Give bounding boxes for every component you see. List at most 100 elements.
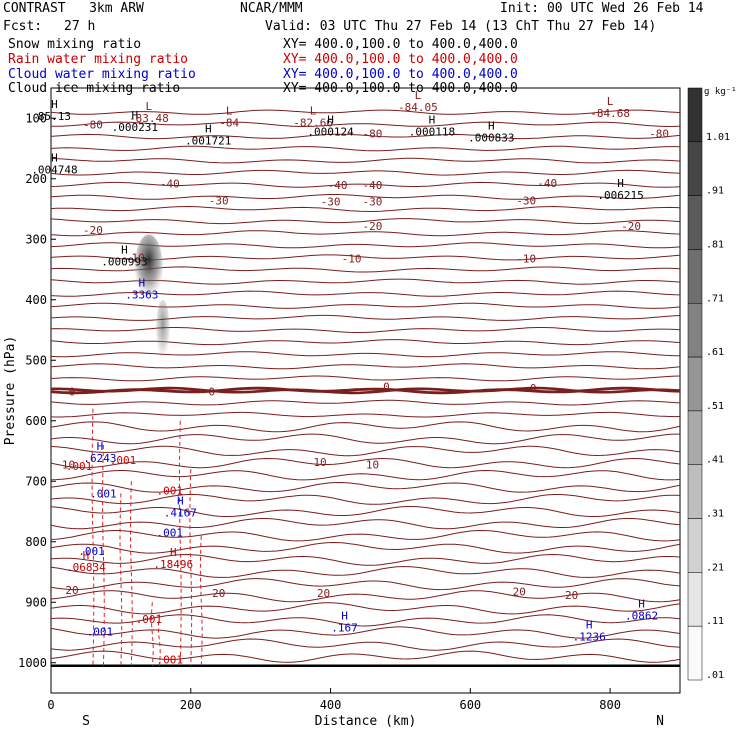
x-axis-title: Distance (km) <box>315 714 417 729</box>
rain-contour <box>199 535 203 666</box>
colorbar-cell <box>687 572 703 627</box>
isotherm-line <box>50 133 681 140</box>
isotherm-line <box>50 169 681 176</box>
isotherm-line <box>50 590 681 603</box>
extremum-letter: H <box>97 440 104 453</box>
contour-label: .001 <box>110 454 137 467</box>
isotherm-label: -20 <box>363 220 383 233</box>
extremum-letter: H <box>429 113 436 126</box>
isotherm-line <box>50 194 681 200</box>
contour-label: .001 <box>66 460 93 473</box>
x-tick-label: 400 <box>320 698 342 712</box>
valid-time: Valid: 03 UTC Thu 27 Feb 14 (13 ChT Thu … <box>265 19 657 34</box>
extremum-value: .167 <box>331 621 358 634</box>
field-rain-name: Rain water mixing ratio <box>8 52 189 67</box>
extremum-value: -83.48 <box>129 112 169 125</box>
rain-contour <box>130 481 133 666</box>
isotherm-line <box>50 650 681 663</box>
rain-contour <box>91 408 95 666</box>
extremum-letter: H <box>51 98 58 111</box>
y-tick-label: 100 <box>25 111 47 125</box>
extremum-letter: L <box>310 104 317 117</box>
isotherm-label: -40 <box>363 179 383 192</box>
x-tick-label: 200 <box>180 698 202 712</box>
colorbar-label: .41 <box>706 455 724 466</box>
rain-contour <box>150 602 154 666</box>
y-tick-label: 500 <box>25 353 47 367</box>
field-cloudwater-name: Cloud water mixing ratio <box>8 67 196 82</box>
y-axis-title: Pressure (hPa) <box>3 336 18 446</box>
isotherm-line <box>50 518 681 530</box>
colorbar-label: 1.01 <box>706 132 730 143</box>
extremum-letter: H <box>341 609 348 622</box>
contour-label: .001 <box>136 613 163 626</box>
x-tick-label: 800 <box>599 698 621 712</box>
isotherm-line <box>50 433 680 445</box>
isotherm-line <box>50 386 681 395</box>
colorbar-cell <box>687 410 703 465</box>
extremum-letter: L <box>607 95 614 108</box>
extremum-letter: L <box>146 100 153 113</box>
colorbar-cell <box>687 625 703 681</box>
extremum-value: .000118 <box>409 125 455 138</box>
extremum-value: 85.13 <box>38 110 71 123</box>
model-title: CONTRAST 3km ARW <box>3 1 144 16</box>
colorbar-label: .91 <box>706 186 724 197</box>
snow-shading <box>155 300 170 360</box>
fcst-label: Fcst: <box>3 19 43 34</box>
isotherm-line <box>51 121 681 128</box>
field-rain-xy: XY= 400.0,100.0 to 400.0,400.0 <box>283 52 518 67</box>
colorbar-label: .51 <box>706 401 724 412</box>
colorbar-label: .01 <box>706 670 724 681</box>
isotherm-line <box>50 529 681 542</box>
colorbar-unit: g kg⁻¹ <box>704 87 737 97</box>
isotherm-line <box>50 578 681 591</box>
colorbar-label: .81 <box>706 239 724 250</box>
colorbar-cell <box>687 87 703 143</box>
colorbar-label: .11 <box>706 616 724 627</box>
y-tick-label: 900 <box>25 595 47 609</box>
extremum-letter: L <box>415 89 422 102</box>
extremum-value: .06834 <box>66 561 106 574</box>
isotherm-line <box>50 469 681 481</box>
extremum-value: .18496 <box>153 558 193 571</box>
x-tick-label: 600 <box>459 698 481 712</box>
colorbar-cell <box>687 518 703 573</box>
colorbar-label: .21 <box>706 562 724 573</box>
contour-label: .001 <box>157 527 184 540</box>
isotherm-line <box>50 157 681 164</box>
isotherm-line <box>50 218 681 225</box>
isotherm-label: -30 <box>209 195 229 208</box>
right-endpoint-label: N <box>656 714 664 729</box>
isotherm-line <box>50 351 680 358</box>
isotherm-line <box>50 602 681 615</box>
y-tick-label: 200 <box>25 172 47 186</box>
isotherm-label: -10 <box>516 253 536 266</box>
isotherm-label: 20 <box>212 587 225 600</box>
extremum-letter: H <box>121 243 128 256</box>
isotherm-label: 0 <box>383 380 390 393</box>
colorbar-cell <box>687 303 703 358</box>
extremum-value: -84 <box>219 116 239 129</box>
extremum-value: .000993 <box>101 255 147 268</box>
isotherm-line <box>50 481 681 493</box>
extremum-value: .1236 <box>573 631 606 644</box>
isotherm-label: -20 <box>83 224 103 237</box>
extremum-value: .001721 <box>185 134 231 147</box>
extremum-value: .004748 <box>31 163 77 176</box>
isotherm-line <box>50 230 681 237</box>
extremum-letter: H <box>638 597 645 610</box>
isotherm-line <box>50 375 681 382</box>
isotherm-line <box>50 399 681 406</box>
isotherm-label: -10 <box>125 251 145 264</box>
x-tick-label: 0 <box>47 698 54 712</box>
isotherm-label: 20 <box>513 585 526 598</box>
extremum-letter: L <box>226 104 233 117</box>
contour-label: .001 <box>87 625 114 638</box>
isotherm-label: -80 <box>649 127 669 140</box>
colorbar-cell <box>687 464 703 519</box>
isotherm-line <box>50 614 681 627</box>
extremum-value: .4167 <box>164 506 197 519</box>
isotherm-line <box>50 339 681 346</box>
